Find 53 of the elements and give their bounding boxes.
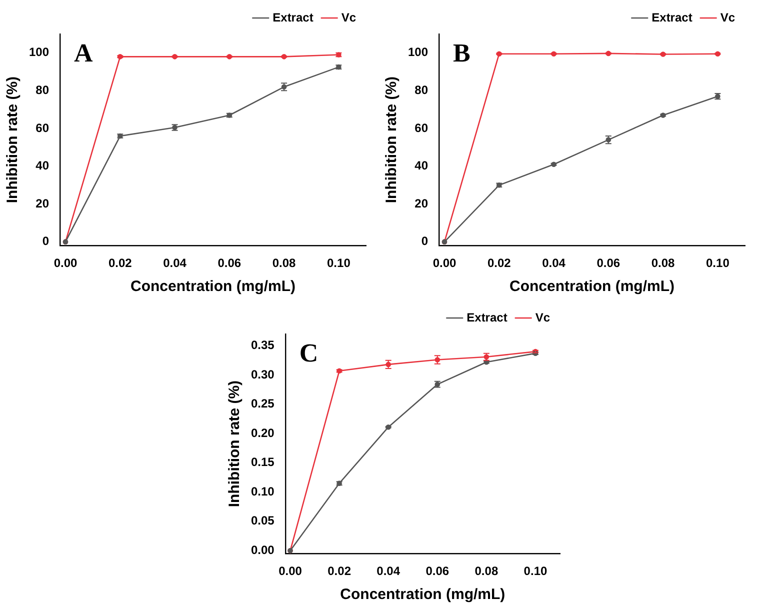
legend-label: Vc: [341, 10, 356, 24]
x-tick-label: 0.06: [426, 564, 450, 578]
x-axis-title: Concentration (mg/mL): [130, 278, 296, 296]
y-axis-title: Inhibition rate (%): [383, 76, 400, 204]
x-tick-label: 0.08: [651, 256, 676, 270]
y-tick-label: 60: [414, 120, 428, 135]
annotation: C: [299, 338, 318, 368]
y-tick-label: 20: [36, 196, 50, 210]
x-tick-label: 0.08: [272, 256, 296, 270]
y-tick-label: 20: [414, 196, 428, 210]
x-tick-label: 0.08: [474, 564, 498, 578]
legend-label: Vc: [720, 10, 736, 24]
annotation: A: [74, 38, 94, 68]
y-tick-label: 0: [421, 234, 428, 248]
x-tick-label: 0.00: [432, 256, 456, 270]
y-tick-label: 100: [28, 45, 50, 60]
legend-label: Extract: [272, 10, 314, 24]
y-tick-label: 40: [414, 158, 428, 173]
legend-label: Extract: [466, 310, 508, 324]
x-tick-label: 0.10: [524, 564, 548, 578]
legend-label: Extract: [652, 10, 692, 24]
y-tick-label: 0.15: [250, 455, 275, 470]
y-tick-label: 0.35: [250, 338, 275, 352]
y-tick-label: 0.25: [250, 396, 275, 411]
x-tick-label: 0.02: [108, 256, 132, 270]
x-tick-label: 0.00: [54, 256, 78, 270]
y-tick-label: 40: [36, 158, 50, 173]
annotation: B: [453, 38, 470, 68]
y-tick-label: 0.05: [250, 514, 275, 528]
x-tick-label: 0.10: [327, 256, 351, 270]
x-tick-label: 0.10: [706, 256, 730, 270]
y-axis-title: Inhibition rate (%): [226, 380, 244, 508]
y-tick-label: 80: [36, 82, 50, 97]
y-tick-label: 0: [42, 234, 50, 248]
y-tick-label: 0.00: [250, 542, 275, 557]
x-axis-title: Concentration (mg/mL): [510, 278, 675, 296]
x-tick-label: 0.00: [278, 564, 302, 578]
y-tick-label: 100: [408, 45, 428, 60]
x-tick-label: 0.04: [376, 564, 400, 578]
y-axis-title: Inhibition rate (%): [4, 76, 22, 204]
y-tick-label: 0.10: [250, 484, 275, 498]
y-tick-label: 80: [414, 82, 428, 97]
x-tick-label: 0.02: [328, 564, 352, 578]
x-tick-label: 0.06: [218, 256, 242, 270]
y-tick-label: 0.20: [250, 426, 275, 440]
x-tick-label: 0.04: [542, 256, 566, 270]
x-axis-title: Concentration (mg/mL): [340, 586, 506, 604]
y-tick-label: 60: [36, 120, 50, 135]
x-tick-label: 0.02: [487, 256, 512, 270]
x-tick-label: 0.04: [163, 256, 187, 270]
legend-label: Vc: [535, 310, 550, 324]
y-tick-label: 0.30: [250, 367, 275, 382]
x-tick-label: 0.06: [596, 256, 620, 270]
